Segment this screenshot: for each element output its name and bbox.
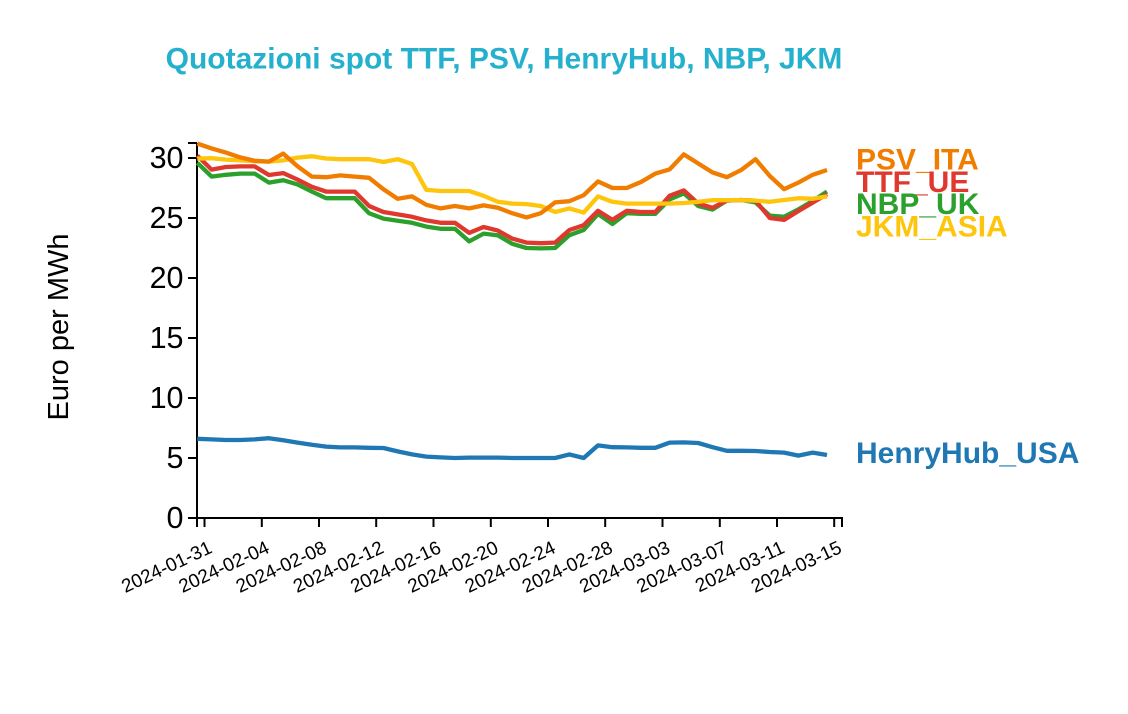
svg-text:30: 30 xyxy=(150,141,184,175)
svg-text:Quotazioni spot TTF, PSV, Henr: Quotazioni spot TTF, PSV, HenryHub, NBP,… xyxy=(166,43,843,76)
svg-text:Euro per MWh: Euro per MWh xyxy=(43,234,75,421)
svg-text:JKM_ASIA: JKM_ASIA xyxy=(856,210,1008,243)
svg-text:PSV_ITA: PSV_ITA xyxy=(856,144,979,177)
svg-text:5: 5 xyxy=(167,441,184,475)
svg-text:NBP_UK: NBP_UK xyxy=(856,188,980,221)
svg-text:20: 20 xyxy=(150,261,184,295)
svg-text:TTF_UE: TTF_UE xyxy=(856,166,969,199)
svg-text:10: 10 xyxy=(150,381,184,415)
svg-text:HenryHub_USA: HenryHub_USA xyxy=(856,437,1079,470)
svg-text:25: 25 xyxy=(150,201,184,235)
svg-text:0: 0 xyxy=(167,501,184,535)
svg-text:15: 15 xyxy=(150,321,184,355)
